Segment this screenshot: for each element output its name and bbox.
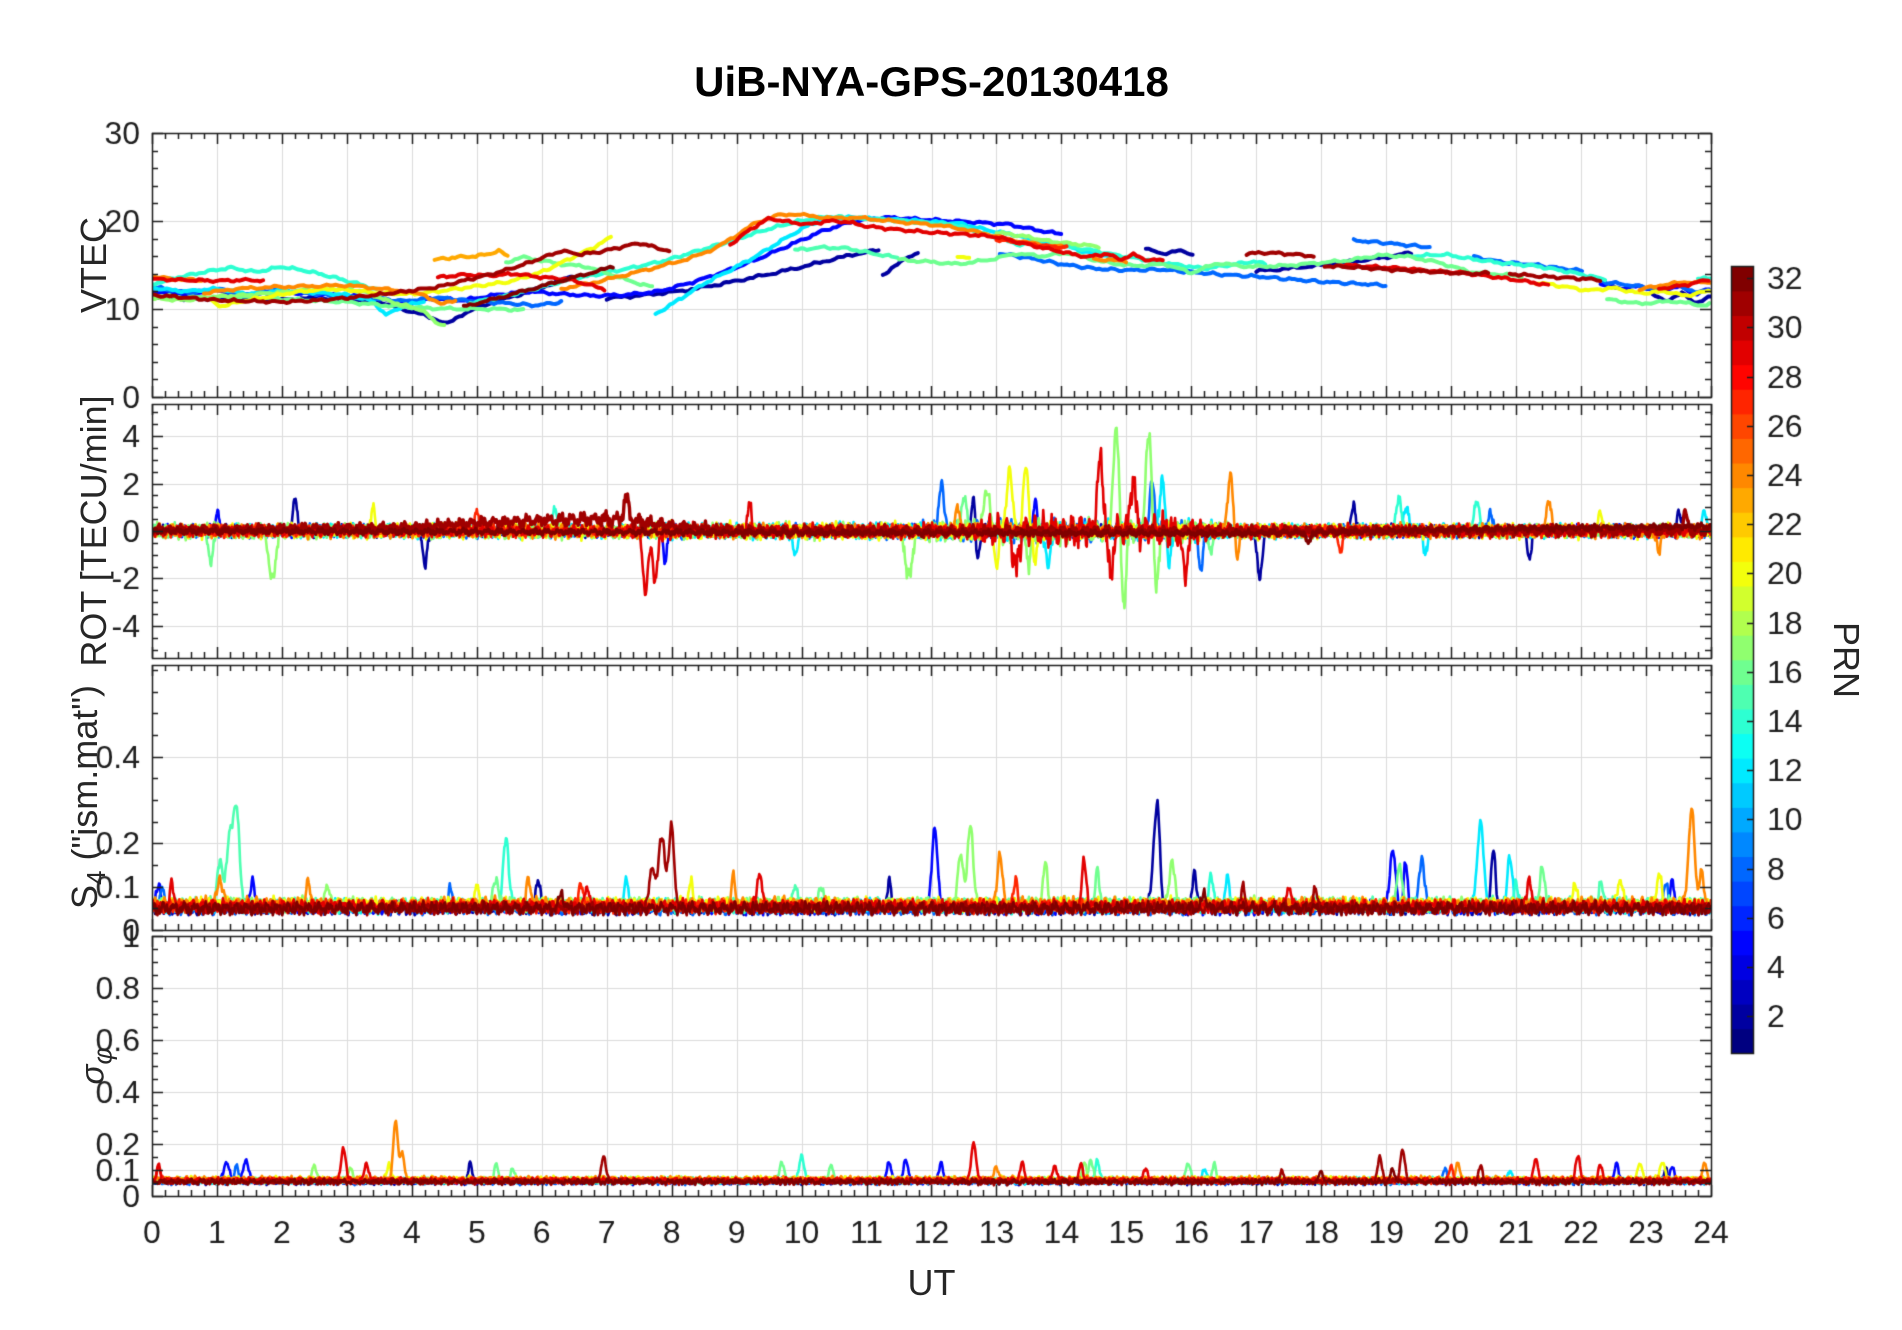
chart-title: UiB-NYA-GPS-20130418 [694,58,1169,105]
y-axis-label-rot: ROT [TECU/min] [73,395,114,667]
colorbar-label: PRN [1826,621,1867,699]
y-axis-label-s4: S4 ("ism.mat") [63,684,112,910]
x-axis-label: UT [907,1262,956,1303]
y-axis-label-vtec: VTEC [73,216,114,314]
y-axis-label-sigma-phi: σφ [73,1047,118,1085]
